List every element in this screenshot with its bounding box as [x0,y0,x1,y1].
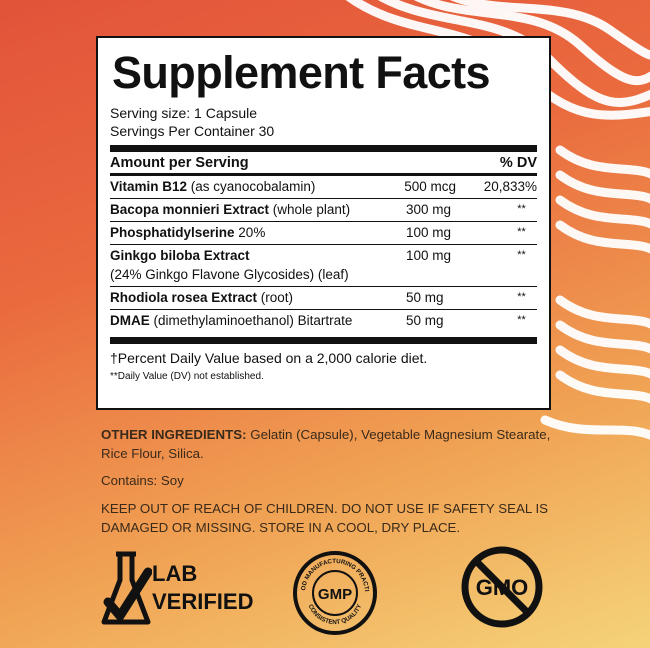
dv-header: % DV [499,155,537,171]
facts-title: Supplement Facts [112,47,491,98]
table-row: Vitamin B12 (as cyanocobalamin) 500 mcg … [110,179,537,194]
table-row: Rhodiola rosea Extract (root) 50 mg ** [110,290,526,305]
divider [110,286,537,287]
footnote-daily-value: †Percent Daily Value based on a 2,000 ca… [110,350,428,366]
divider-thick [110,337,537,344]
lab-verified-label: LAB VERIFIED [152,561,254,614]
divider [110,198,537,199]
safety-warning: KEEP OUT OF REACH OF CHILDREN. DO NOT US… [101,501,549,535]
table-row: DMAE (dimethylaminoethanol) Bitartrate 5… [110,313,526,328]
divider [110,244,537,245]
divider [110,221,537,222]
svg-text:GMP: GMP [318,586,352,603]
amount-header: Amount per Serving [110,155,249,171]
serving-size: Serving size: 1 Capsule [110,105,258,121]
other-ingredients: OTHER INGREDIENTS: Gelatin (Capsule), Ve… [101,427,551,461]
no-gmo-icon: GMO [461,546,543,628]
table-header: Amount per Serving % DV [110,152,537,173]
lab-flask-icon [101,551,152,625]
table-row: Bacopa monnieri Extract (whole plant) 30… [110,202,526,217]
footnote-not-established: **Daily Value (DV) not established. [110,371,264,382]
divider [110,173,537,176]
contains-allergen: Contains: Soy [101,473,184,488]
table-row: Phosphatidylserine 20% 100 mg ** [110,225,526,240]
divider [110,309,537,310]
servings-per-container: Servings Per Container 30 [110,123,275,139]
divider-thick [110,145,537,152]
table-row: Ginkgo biloba Extract (24% Ginkgo Flavone… [110,248,526,282]
gmp-seal-icon: GOOD MANUFACTURING PRACTICE CONSISTENT Q… [292,550,377,635]
supplement-facts-panel: Supplement Facts Serving size: 1 Capsule… [96,36,551,410]
